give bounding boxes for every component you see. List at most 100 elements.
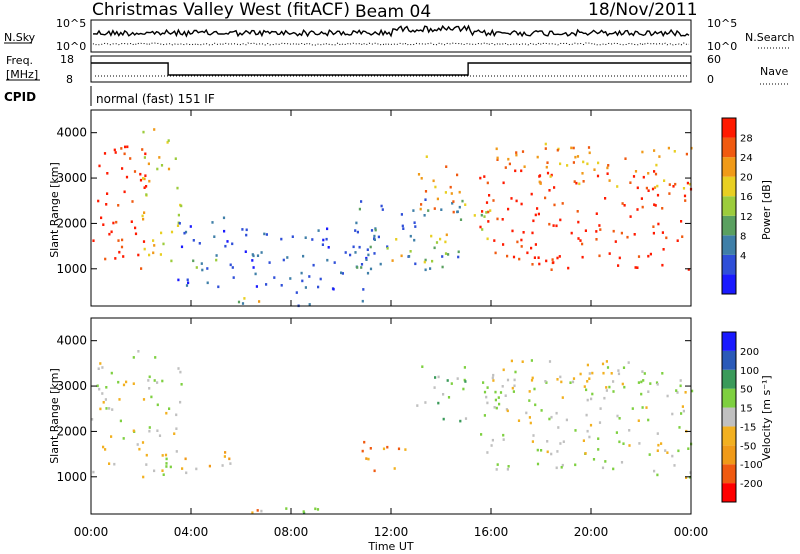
- echo-cell: [655, 381, 659, 384]
- echo-cell: [393, 467, 396, 470]
- echo-cell: [424, 258, 427, 262]
- echo-cell: [161, 379, 164, 383]
- echo-cell: [206, 267, 209, 270]
- noise-left-label: N.Sky: [4, 31, 36, 44]
- echo-cell: [143, 186, 146, 189]
- echo-cell: [497, 396, 500, 399]
- echo-cell: [629, 215, 632, 218]
- echo-cell: [536, 462, 540, 466]
- echo-cell: [684, 199, 687, 202]
- echo-cell: [597, 437, 600, 440]
- noise-traces: [92, 24, 690, 46]
- echo-cell: [676, 391, 679, 394]
- echo-cell: [369, 245, 372, 249]
- echo-cell: [445, 165, 448, 168]
- echo-cell: [374, 227, 377, 230]
- echo-cell: [587, 146, 591, 149]
- echo-cell: [165, 457, 168, 461]
- echo-cell: [333, 261, 336, 264]
- echo-cell: [514, 169, 517, 173]
- echo-cell: [404, 448, 407, 451]
- echo-cell: [158, 434, 162, 437]
- echo-cell: [446, 379, 449, 382]
- echo-cell: [515, 151, 518, 154]
- echo-cell: [606, 166, 609, 170]
- echo-cell: [237, 300, 241, 304]
- echo-cell: [377, 235, 380, 239]
- echo-cell: [440, 208, 443, 211]
- echo-cell: [502, 243, 505, 246]
- echo-cell: [615, 431, 618, 434]
- echo-cell: [120, 245, 124, 249]
- echo-cell: [367, 457, 370, 461]
- echo-cell: [322, 238, 325, 242]
- echo-cell: [231, 242, 234, 246]
- echo-cell: [104, 257, 107, 261]
- echo-cell: [540, 449, 543, 452]
- echo-cell: [169, 465, 172, 469]
- colorbar-swatch: [722, 274, 736, 294]
- echo-cell: [681, 405, 684, 408]
- echo-cell: [241, 302, 245, 305]
- echo-cell: [642, 379, 645, 382]
- power-y-ticks: 1000 2000 3000 4000: [56, 126, 691, 276]
- echo-cell: [285, 507, 288, 510]
- echo-cell: [161, 469, 164, 472]
- echo-cell: [486, 451, 489, 454]
- colorbar-tick-label: 15: [740, 404, 753, 415]
- echo-cell: [300, 271, 303, 275]
- echo-cell: [420, 203, 423, 206]
- echo-cell: [684, 391, 687, 394]
- echo-cell: [130, 220, 133, 223]
- echo-cell: [316, 508, 320, 511]
- echo-cell: [533, 387, 536, 391]
- echo-cell: [647, 189, 650, 192]
- echo-cell: [217, 285, 220, 289]
- power-colorbar-label: Power [dB]: [760, 180, 773, 240]
- x-tick-label: 20:00: [574, 525, 609, 539]
- echo-cell: [340, 271, 343, 275]
- echo-cell: [367, 253, 370, 257]
- echo-cell: [658, 155, 661, 158]
- y-tick-label: 4000: [56, 334, 87, 348]
- echo-cell: [124, 145, 127, 149]
- echo-cell: [539, 182, 542, 185]
- echo-cell: [361, 299, 364, 303]
- echo-cell: [515, 153, 518, 157]
- echo-cell: [577, 220, 580, 224]
- colorbar-tick-label: -100: [740, 460, 763, 471]
- echo-cell: [295, 291, 298, 294]
- echo-cell: [586, 380, 589, 383]
- noise-right-tick-bottom: 10^0: [707, 40, 737, 53]
- echo-cell: [369, 267, 373, 271]
- echo-cell: [201, 268, 204, 272]
- echo-cell: [586, 398, 589, 402]
- echo-cell: [192, 239, 195, 242]
- echo-cell: [666, 451, 669, 454]
- echo-cell: [195, 266, 198, 269]
- power-colorbar: 28 24 20 16 12 8 4: [721, 117, 753, 295]
- y-tick-label: 2000: [56, 424, 87, 438]
- echo-cell: [451, 202, 454, 205]
- echo-cell: [463, 378, 466, 382]
- echo-cell: [647, 254, 650, 258]
- echo-cell: [653, 469, 656, 473]
- echo-cell: [148, 387, 151, 390]
- echo-cell: [496, 463, 499, 466]
- echo-cell: [490, 444, 493, 447]
- echo-cell: [656, 432, 659, 435]
- echo-cell: [354, 229, 357, 232]
- velocity-y-axis-label: Slant Range [km]: [48, 368, 61, 464]
- echo-cell: [574, 155, 577, 159]
- echo-cell: [401, 224, 404, 228]
- colorbar-swatch: [722, 332, 736, 351]
- echo-cell: [142, 475, 145, 479]
- echo-cell: [198, 242, 201, 245]
- echo-cell: [374, 228, 377, 232]
- echo-cell: [552, 261, 555, 264]
- echo-cell: [483, 390, 487, 394]
- echo-cell: [181, 467, 184, 470]
- echo-cell: [510, 197, 513, 200]
- echo-cell: [544, 142, 547, 146]
- echo-cell: [531, 231, 534, 235]
